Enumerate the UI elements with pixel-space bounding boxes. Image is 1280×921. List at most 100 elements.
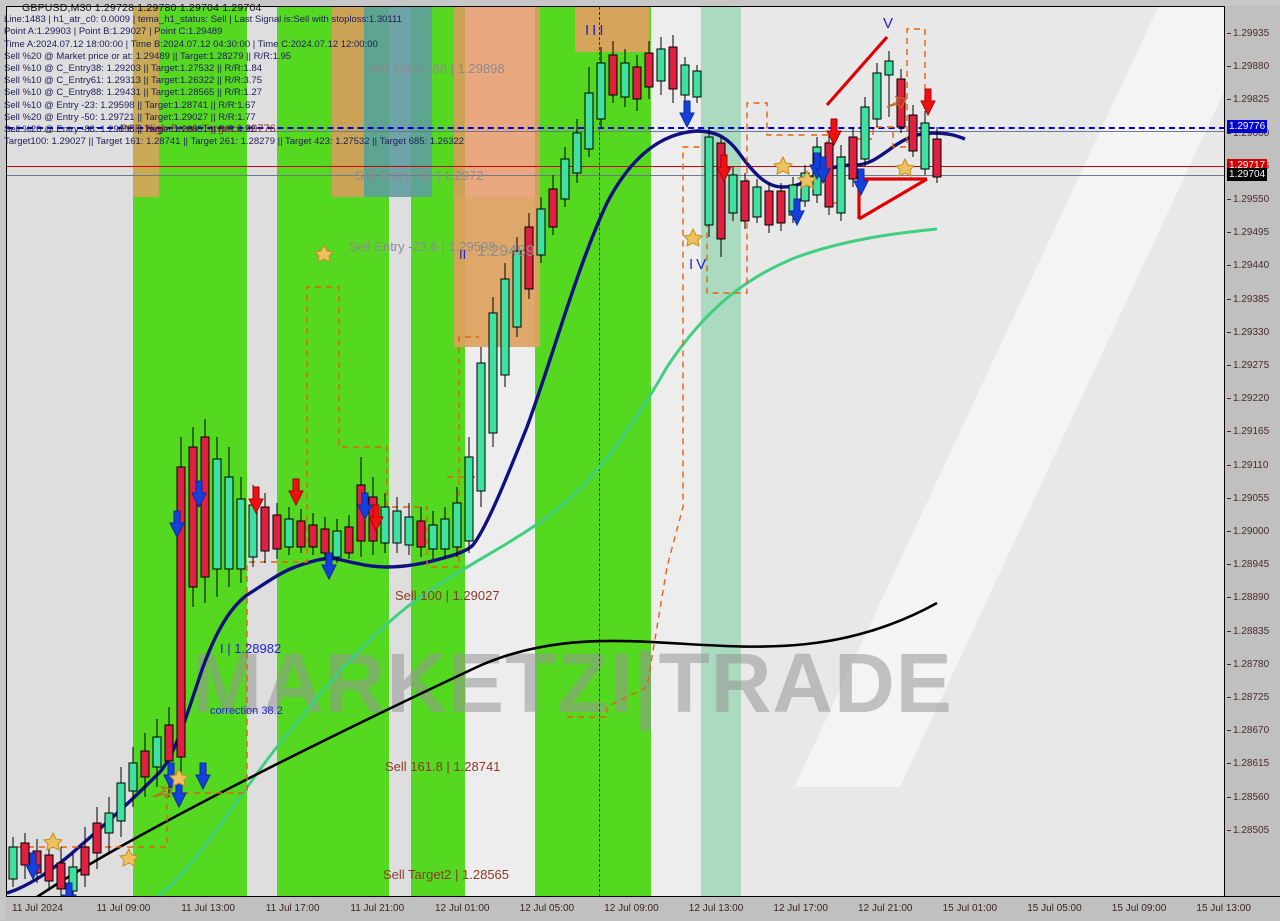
watermark-text: MARKETZI|TRADE	[192, 636, 953, 730]
tick-label: 1.28890	[1233, 592, 1270, 604]
time-tick: 15 Jul 09:00	[1111, 903, 1167, 914]
header-separator-line	[7, 131, 1225, 132]
chart-label-sell-entry-50: Sell Entry -50 | 1.2972	[355, 168, 484, 183]
tick-label: 1.29880	[1233, 61, 1270, 73]
price-tick: 1.28780	[1225, 659, 1280, 671]
chart-label-correction-38-2: correction 38.2	[210, 705, 283, 717]
tick-mark	[1227, 398, 1231, 400]
chart-label-sell-entry-23-6: Sell Entry -23.6 | 1.29598	[349, 239, 496, 254]
info-line-1: Line:1483 | h1_atr_c0: 0.0009 | tema_h1_…	[4, 14, 402, 26]
hollow-arrow-icon	[152, 95, 908, 800]
last-price-label: 1.29704	[1227, 168, 1268, 181]
tick-mark	[1227, 597, 1231, 599]
chart-series-overlay	[7, 28, 966, 897]
tick-mark	[1227, 663, 1231, 665]
info-line-2: Point A:1.29903 | Point B:1.29027 | Poin…	[4, 26, 223, 38]
time-tick: 11 Jul 21:00	[350, 903, 405, 914]
price-tick: 1.29110	[1225, 460, 1280, 472]
tick-label: 1.28945	[1233, 559, 1270, 571]
tick-mark	[1227, 564, 1231, 566]
tick-label: 1.28615	[1233, 758, 1270, 770]
tick-mark	[1227, 99, 1231, 101]
tick-mark	[1227, 829, 1231, 831]
tick-mark	[1227, 132, 1231, 134]
tick-mark	[1227, 630, 1231, 632]
session-band	[7, 7, 133, 897]
tick-label: 1.29385	[1233, 293, 1270, 305]
trend-channel-upper	[825, 35, 889, 107]
info-line-6: Sell %10 @ C_Entry61: 1.29313 || Target:…	[4, 75, 263, 87]
price-tick: 1.28835	[1225, 626, 1280, 638]
signal-markers	[25, 88, 936, 897]
tick-mark	[1227, 232, 1231, 234]
info-line-5: Sell %10 @ C_Entry38: 1.29203 || Target:…	[4, 63, 263, 75]
chart-label-sell-161-8: Sell 161.8 | 1.28741	[385, 759, 501, 774]
last-price-line	[7, 175, 1225, 176]
tick-label: 1.29935	[1233, 28, 1270, 39]
price-tick: 1.28725	[1225, 692, 1280, 704]
price-tick: 1.28890	[1225, 592, 1280, 604]
price-tick: 1.29440	[1225, 260, 1280, 272]
price-axis[interactable]: 1.299351.298801.298251.296601.296051.295…	[1224, 6, 1280, 896]
price-tick: 1.29935	[1225, 28, 1280, 40]
chart-label-sell-target2: Sell Target2 | 1.28565	[383, 867, 510, 882]
time-tick: 12 Jul 13:00	[688, 903, 744, 914]
bid-price-label: 1.29776	[1227, 120, 1268, 133]
tick-label: 1.28505	[1233, 824, 1270, 836]
time-tick: 11 Jul 13:00	[181, 903, 235, 914]
tick-label: 1.29110	[1233, 459, 1269, 471]
tick-label: 1.29660	[1233, 127, 1270, 139]
chart-label-wave-iv: IV	[689, 256, 710, 273]
price-tick: 1.28505	[1225, 825, 1280, 837]
session-band	[389, 7, 411, 897]
tick-label: 1.29220	[1233, 393, 1270, 405]
price-tick: 1.29275	[1225, 360, 1280, 372]
chart-label-wave-iii: III	[585, 22, 607, 39]
price-tick: 1.29165	[1225, 426, 1280, 438]
tick-mark	[1227, 497, 1231, 499]
tick-mark	[1227, 265, 1231, 267]
price-tick: 1.28945	[1225, 559, 1280, 571]
session-band	[247, 7, 277, 897]
tick-label: 1.29330	[1233, 326, 1270, 338]
time-tick: 11 Jul 17:00	[265, 903, 320, 914]
time-tick: 15 Jul 01:00	[942, 903, 998, 914]
zone-band-teal	[364, 7, 432, 197]
chart-label-sell-100: Sell 100 | 1.29027	[395, 588, 500, 603]
tick-mark	[1227, 464, 1231, 466]
time-tick: 15 Jul 13:00	[1196, 903, 1251, 914]
tick-label: 1.29055	[1233, 492, 1270, 504]
price-tick: 1.29825	[1225, 94, 1280, 106]
chart-label-sell-entry-88: Sell Entry -88 | 1.29898	[369, 61, 505, 76]
session-band	[535, 7, 577, 897]
tick-label: 1.28725	[1233, 692, 1270, 703]
zone-band-orange	[332, 7, 364, 197]
tick-label: 1.29165	[1233, 426, 1270, 438]
symbol-ohlc-line: GBPUSD,M30 1.29728 1.29780 1.29704 1.297…	[22, 2, 262, 14]
price-tick: 1.29330	[1225, 327, 1280, 339]
time-tick: 12 Jul 05:00	[519, 903, 575, 914]
chart-label-wave-ii: II	[459, 247, 467, 262]
price-tick: 1.29880	[1225, 61, 1280, 73]
tick-mark	[1227, 33, 1231, 34]
info-line-8: Sell %10 @ Entry -23: 1.29598 || Target:…	[4, 99, 256, 111]
price-tick: 1.29000	[1225, 526, 1280, 538]
trend-channel-lower	[858, 177, 928, 221]
chart-label-wave-i: I | 1.28982	[220, 641, 282, 656]
star-marker-icon	[42, 155, 916, 867]
zone-band-orange	[454, 7, 540, 197]
day-separator	[599, 7, 600, 897]
price-tick: 1.29495	[1225, 227, 1280, 239]
price-tick: 1.29385	[1225, 294, 1280, 306]
tick-label: 1.28835	[1233, 625, 1270, 637]
info-line-9: Sell %20 @ Entry -50: 1.29721 || Target:…	[4, 111, 256, 123]
time-tick: 11 Jul 09:00	[96, 903, 151, 914]
tick-mark	[1227, 697, 1231, 698]
tick-label: 1.29550	[1233, 194, 1270, 205]
time-axis[interactable]: 11 Jul 2024 11 Jul 09:00 11 Jul 13:00 11 Ju…	[6, 896, 1280, 921]
tick-mark	[1227, 763, 1231, 765]
zone-band-orange	[133, 7, 159, 197]
time-tick: 12 Jul 01:00	[435, 903, 490, 914]
price-tick: 1.29660	[1225, 128, 1280, 140]
